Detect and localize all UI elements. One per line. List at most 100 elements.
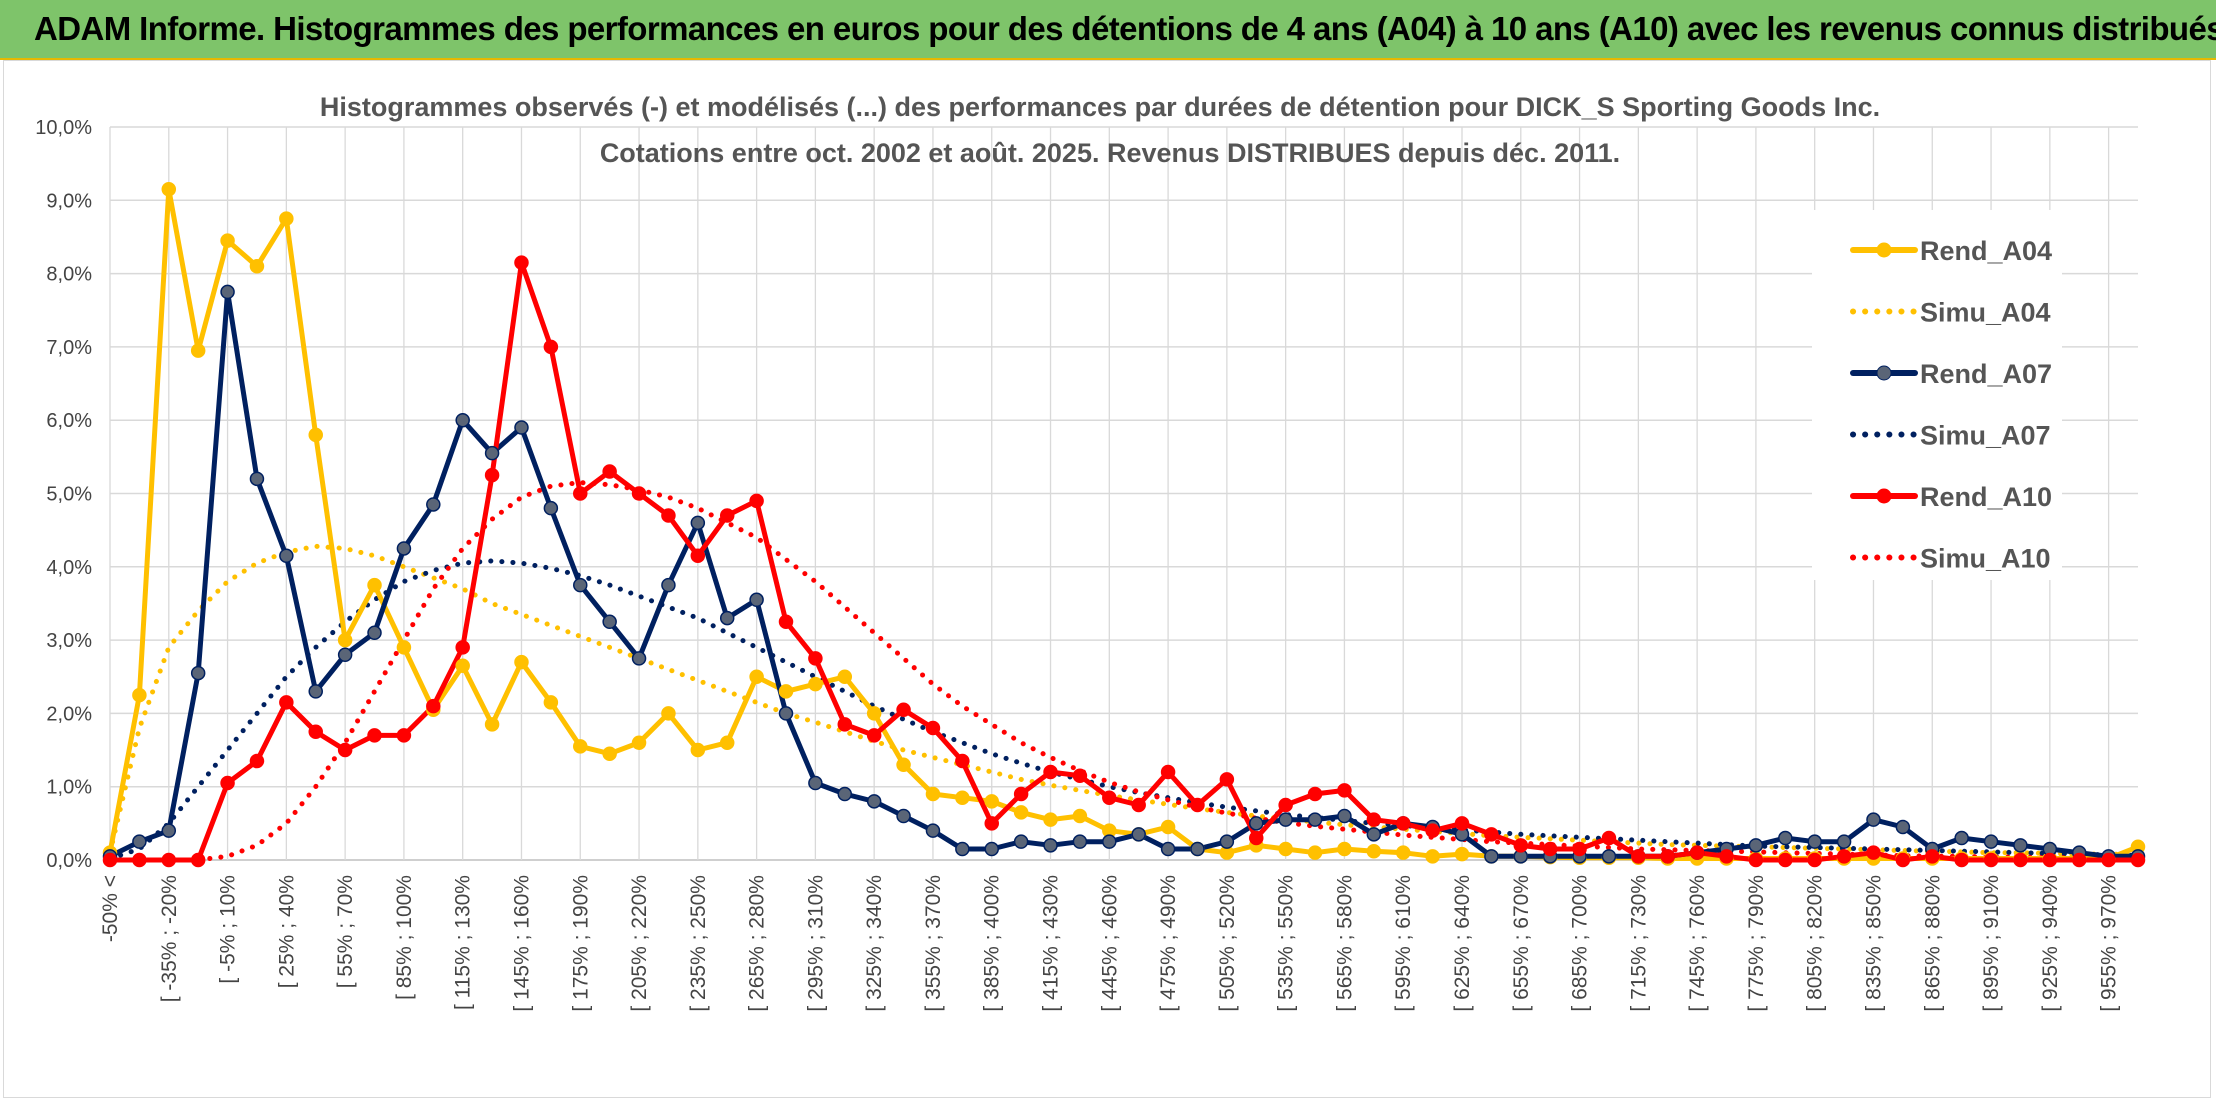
- point-rend_a10: [984, 816, 999, 831]
- point-rend_a04: [514, 654, 529, 670]
- point-rend_a10: [1660, 849, 1675, 864]
- point-rend_a10: [1337, 783, 1352, 798]
- point-rend_a10: [543, 339, 559, 355]
- point-rend_a10: [426, 698, 441, 714]
- point-rend_a10: [1748, 852, 1764, 868]
- point-rend_a10: [719, 508, 735, 523]
- point-rend_a04: [396, 640, 412, 655]
- x-tick-label: [ 535% ; 550%: [1275, 875, 1298, 1012]
- point-rend_a07: [337, 647, 353, 663]
- point-rend_a07: [1954, 830, 1969, 846]
- point-rend_a10: [1631, 849, 1646, 864]
- series-line-simu_a10: [107, 480, 2141, 863]
- x-tick-label: [ 445% ; 460%: [1098, 875, 1121, 1012]
- x-tick-label: [ 925% ; 940%: [2039, 875, 2062, 1012]
- x-tick-label: [ 25% ; 40%: [275, 875, 298, 988]
- point-rend_a10: [1278, 797, 1293, 813]
- point-rend_a10: [1866, 845, 1881, 860]
- point-rend_a04: [279, 211, 294, 226]
- point-rend_a04: [1337, 841, 1352, 857]
- legend-label: Simu_A10: [1920, 544, 2051, 574]
- point-rend_a07: [132, 834, 147, 849]
- point-rend_a10: [1160, 764, 1176, 780]
- point-rend_a10: [1836, 849, 1852, 864]
- point-rend_a07: [690, 515, 706, 531]
- y-tick-label: 9,0%: [46, 190, 92, 212]
- point-rend_a10: [1925, 849, 1940, 864]
- x-tick-label: [ 265% ; 280%: [746, 875, 769, 1012]
- point-rend_a04: [749, 669, 764, 684]
- chart-title-line1: Histogrammes observés (-) et modélisés (…: [320, 92, 1880, 122]
- legend-marker: [1876, 365, 1892, 381]
- point-rend_a04: [543, 695, 559, 710]
- point-rend_a07: [1601, 849, 1617, 864]
- point-rend_a10: [866, 728, 882, 743]
- point-rend_a07: [1219, 834, 1235, 849]
- point-rend_a04: [308, 427, 323, 443]
- point-rend_a04: [1425, 849, 1440, 864]
- point-rend_a10: [1043, 764, 1058, 780]
- point-rend_a10: [161, 852, 177, 868]
- point-rend_a07: [896, 808, 911, 824]
- point-rend_a07: [808, 775, 823, 791]
- point-rend_a07: [1836, 834, 1852, 849]
- point-rend_a10: [2101, 852, 2116, 868]
- point-rend_a10: [778, 614, 794, 630]
- point-rend_a07: [631, 651, 647, 666]
- chart-frame: [3, 60, 2211, 1098]
- y-tick-label: 10,0%: [35, 117, 92, 139]
- y-tick-label: 5,0%: [46, 484, 92, 506]
- point-rend_a07: [249, 471, 265, 487]
- point-rend_a10: [1983, 852, 1999, 868]
- point-rend_a04: [602, 746, 617, 761]
- point-rend_a10: [396, 728, 412, 743]
- x-tick-label: [ 655% ; 670%: [1510, 875, 1533, 1012]
- point-rend_a07: [984, 841, 999, 857]
- point-rend_a04: [1454, 846, 1470, 862]
- point-rend_a07: [484, 445, 500, 461]
- point-rend_a10: [1454, 816, 1470, 831]
- point-rend_a10: [1778, 852, 1793, 868]
- x-tick-label: [ 55% ; 70%: [334, 875, 357, 988]
- x-tick-label: [ 595% ; 610%: [1392, 875, 1415, 1012]
- point-rend_a07: [1748, 838, 1764, 853]
- y-tick-label: 2,0%: [46, 703, 92, 725]
- point-rend_a10: [455, 640, 470, 655]
- point-rend_a10: [749, 493, 764, 509]
- point-rend_a04: [1307, 845, 1323, 860]
- point-rend_a07: [925, 823, 941, 838]
- point-rend_a04: [925, 786, 941, 802]
- point-rend_a07: [161, 823, 177, 838]
- x-tick-label: [ 205% ; 220%: [628, 875, 651, 1012]
- point-rend_a10: [2042, 852, 2058, 868]
- point-rend_a10: [1719, 849, 1734, 864]
- x-tick-label: [ 415% ; 430%: [1040, 875, 1063, 1012]
- point-rend_a07: [602, 614, 617, 630]
- point-rend_a10: [1131, 797, 1146, 813]
- point-rend_a04: [661, 706, 676, 721]
- point-rend_a10: [573, 486, 588, 501]
- point-rend_a04: [808, 676, 823, 692]
- point-rend_a10: [1807, 852, 1822, 868]
- point-rend_a07: [1160, 841, 1176, 857]
- legend-label: Simu_A07: [1920, 421, 2051, 451]
- point-rend_a04: [455, 658, 470, 674]
- legend-marker: [1876, 488, 1892, 504]
- point-rend_a10: [1601, 830, 1617, 846]
- point-rend_a04: [1160, 819, 1176, 835]
- point-rend_a10: [661, 508, 676, 523]
- series-line-simu_a07: [107, 558, 2141, 861]
- x-tick-label: [ 325% ; 340%: [863, 875, 886, 1012]
- point-rend_a07: [1366, 827, 1382, 842]
- point-rend_a07: [1043, 838, 1058, 853]
- y-tick-label: 1,0%: [46, 777, 92, 799]
- point-rend_a07: [1307, 812, 1323, 827]
- legend-box: [1812, 210, 2062, 580]
- point-rend_a07: [1807, 834, 1822, 849]
- point-rend_a07: [778, 706, 794, 721]
- point-rend_a10: [1013, 786, 1029, 802]
- y-tick-label: 4,0%: [46, 557, 92, 579]
- point-rend_a10: [1072, 768, 1088, 783]
- point-rend_a10: [102, 852, 118, 868]
- point-rend_a07: [279, 548, 294, 564]
